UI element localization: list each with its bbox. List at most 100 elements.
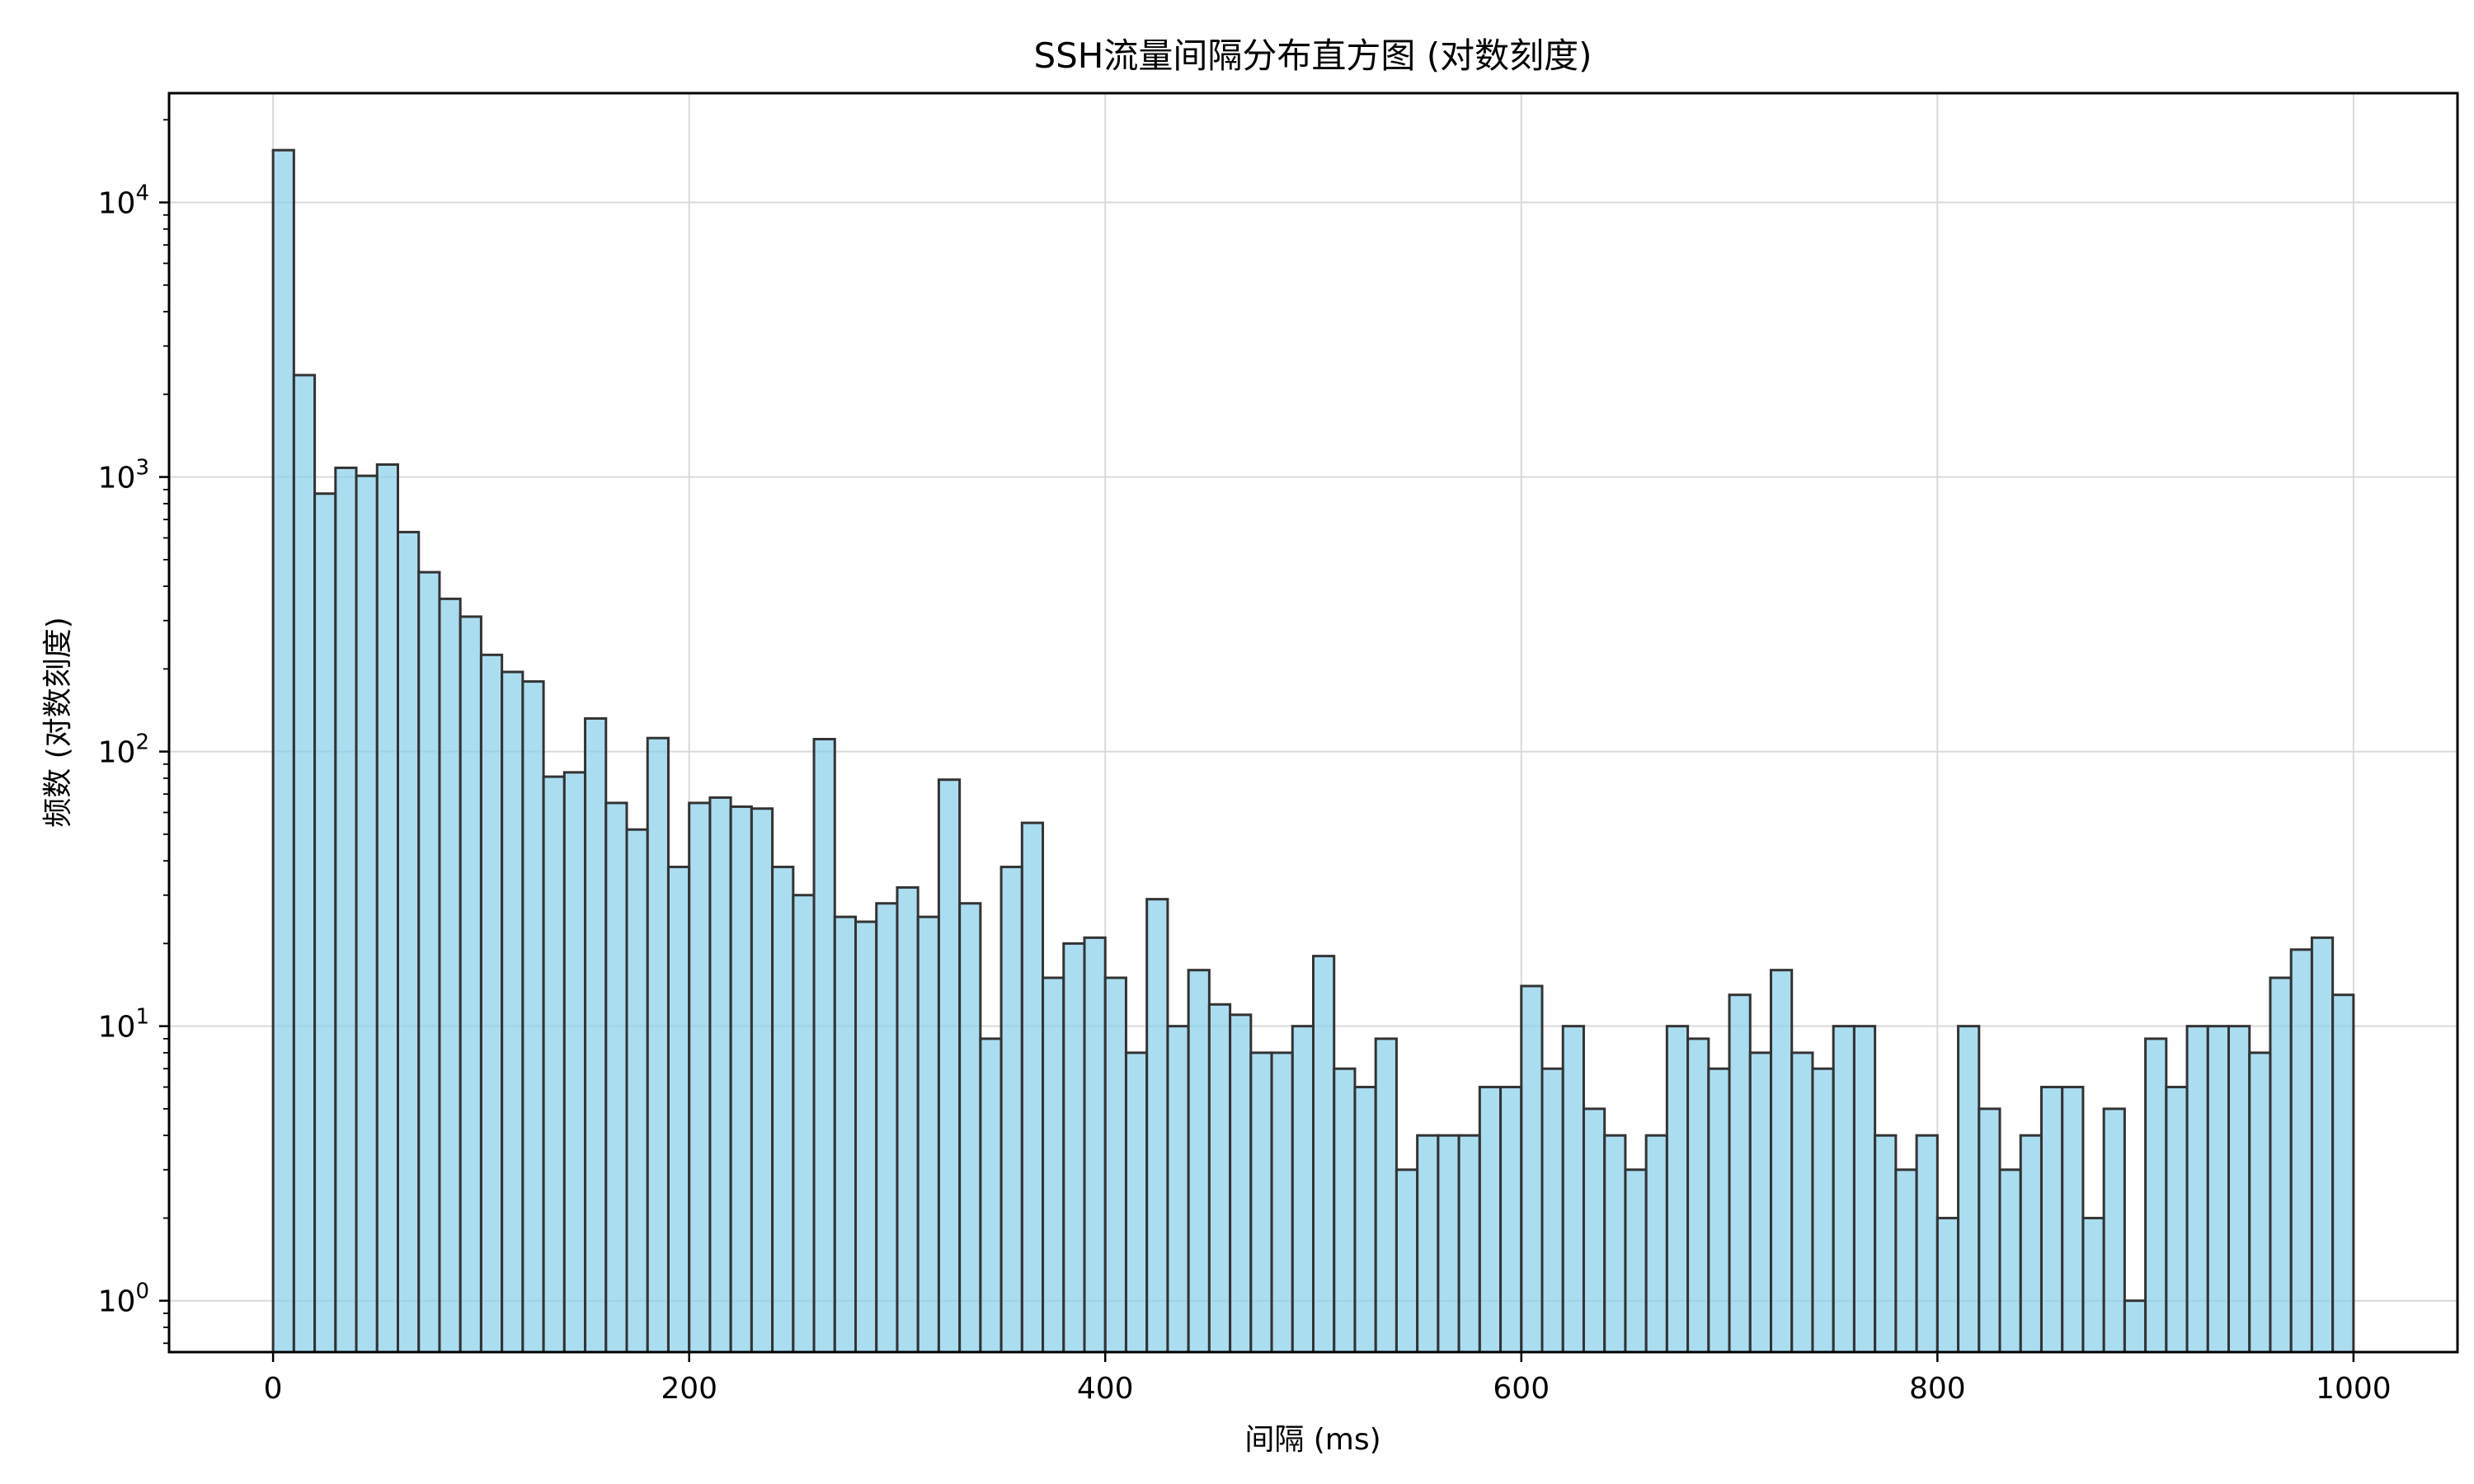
histogram-bar xyxy=(542,775,566,1354)
histogram-bar xyxy=(2039,1086,2064,1354)
histogram-bar xyxy=(1770,969,1794,1354)
histogram-bar xyxy=(1957,1025,1981,1354)
histogram-bar xyxy=(2185,1025,2209,1354)
histogram-bar xyxy=(1249,1051,1273,1354)
histogram-bar xyxy=(979,1037,1003,1354)
histogram-bar xyxy=(771,866,795,1354)
histogram-bar xyxy=(459,615,482,1354)
histogram-bar xyxy=(833,915,857,1354)
histogram-bar xyxy=(854,920,878,1354)
histogram-bar xyxy=(2081,1216,2105,1354)
histogram-bar xyxy=(1083,936,1107,1354)
histogram-bar xyxy=(729,805,753,1354)
histogram-bar xyxy=(1478,1086,1503,1354)
histogram-bar xyxy=(417,571,441,1354)
histogram-bar xyxy=(1790,1051,1814,1354)
histogram-bar xyxy=(2019,1134,2043,1354)
histogram-bar xyxy=(2061,1086,2085,1354)
y-tick-label: 101 xyxy=(98,1005,149,1045)
histogram-bar xyxy=(1852,1025,1877,1354)
histogram-bar xyxy=(1644,1134,1668,1354)
histogram-bar xyxy=(1582,1107,1606,1354)
histogram-bar xyxy=(1707,1067,1731,1354)
y-tick-exponent: 3 xyxy=(135,456,149,481)
x-tick-label: 400 xyxy=(1077,1372,1134,1406)
histogram-bar xyxy=(1374,1037,1398,1354)
histogram-bar xyxy=(937,778,962,1354)
chart-title: SSH流量间隔分布直方图 (对数刻度) xyxy=(1033,35,1592,76)
histogram-bar xyxy=(2227,1025,2251,1354)
histogram-bar xyxy=(1207,1003,1232,1354)
histogram-bar xyxy=(792,894,816,1354)
histogram-bar xyxy=(2165,1086,2189,1354)
histogram-bar xyxy=(1145,898,1169,1354)
histogram-bar xyxy=(1333,1067,1357,1354)
histogram-bar xyxy=(1291,1025,1315,1354)
histogram-bar xyxy=(1395,1168,1419,1354)
histogram-bar xyxy=(1166,1025,1190,1354)
x-tick-label: 1000 xyxy=(2316,1372,2392,1406)
histogram-bar xyxy=(397,530,421,1354)
histogram-bar xyxy=(666,866,691,1354)
x-tick-label: 0 xyxy=(264,1372,283,1406)
histogram-bar xyxy=(2206,1025,2230,1354)
x-tick-label: 200 xyxy=(661,1372,717,1406)
histogram-bar xyxy=(812,738,836,1354)
histogram-bar xyxy=(2248,1051,2272,1354)
histogram-bar xyxy=(2331,993,2355,1354)
histogram-bar xyxy=(625,828,649,1354)
y-tick-label: 104 xyxy=(98,181,149,221)
histogram-bar xyxy=(999,866,1023,1354)
y-tick-exponent: 2 xyxy=(135,730,149,755)
x-tick-label: 800 xyxy=(1909,1372,1966,1406)
histogram-bar xyxy=(479,653,504,1354)
y-tick-label: 103 xyxy=(98,456,149,495)
histogram-bar xyxy=(1874,1134,1898,1354)
histogram-bar xyxy=(1457,1134,1481,1354)
x-tick-label: 600 xyxy=(1493,1372,1550,1406)
y-axis-label: 频数 (对数刻度) xyxy=(41,617,75,828)
histogram-bar xyxy=(1978,1107,2001,1354)
histogram-bar xyxy=(271,148,295,1354)
histogram-bar xyxy=(1728,993,1752,1354)
y-tick-exponent: 1 xyxy=(135,1005,149,1030)
y-tick-base: 10 xyxy=(98,1011,136,1045)
histogram-bar xyxy=(1499,1086,1523,1354)
histogram-bar xyxy=(2123,1299,2147,1354)
y-tick-label: 102 xyxy=(98,730,149,770)
histogram-bar xyxy=(2269,976,2293,1354)
histogram-bar xyxy=(1540,1067,1564,1354)
histogram-bar xyxy=(2289,948,2313,1354)
histogram-bar xyxy=(562,771,587,1354)
histogram-bar xyxy=(1416,1134,1440,1354)
histogram-bar xyxy=(1437,1134,1460,1354)
histogram-bar xyxy=(501,670,524,1354)
histogram-bar xyxy=(313,492,337,1354)
histogram-bar xyxy=(958,902,982,1354)
histogram-bar xyxy=(1020,821,1045,1354)
x-axis: 0 200 400 600 800 1000 xyxy=(264,1352,2392,1406)
histogram-bar xyxy=(1062,942,1086,1354)
histogram-bar xyxy=(1624,1168,1648,1354)
histogram-bar xyxy=(2310,936,2335,1354)
histogram-bar xyxy=(916,915,940,1354)
bars xyxy=(271,148,2355,1354)
histogram-bar xyxy=(584,716,608,1354)
y-tick-label: 100 xyxy=(98,1280,149,1319)
histogram-bar xyxy=(875,902,899,1354)
histogram-bar xyxy=(1124,1051,1149,1354)
y-tick-base: 10 xyxy=(98,1285,136,1319)
plot-frame xyxy=(167,92,2459,1354)
histogram-bar xyxy=(1229,1013,1253,1354)
histogram-bar xyxy=(1103,976,1127,1354)
y-tick-base: 10 xyxy=(98,736,136,770)
histogram-bar xyxy=(438,597,462,1354)
histogram-bar xyxy=(1811,1067,1835,1354)
histogram-bar xyxy=(896,885,920,1354)
histogram-bar xyxy=(1935,1216,1960,1354)
x-axis-label: 间隔 (ms) xyxy=(1244,1423,1380,1457)
histogram-bar xyxy=(1270,1051,1294,1354)
histogram-bar xyxy=(1686,1037,1710,1354)
